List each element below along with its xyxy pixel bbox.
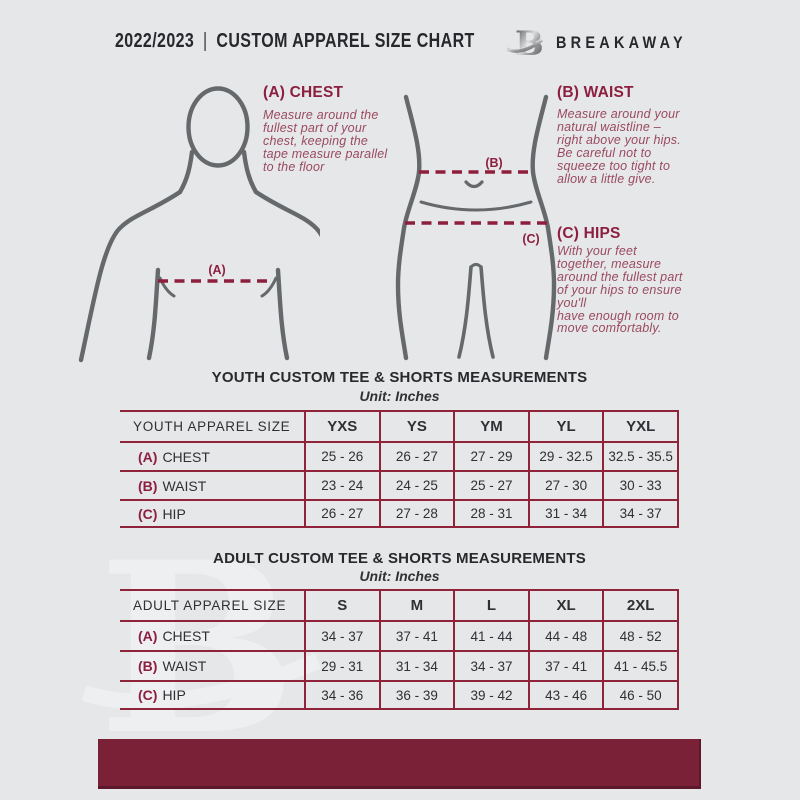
- size-value-cell: 37 - 41: [529, 650, 605, 680]
- season-label: 2022/2023: [115, 30, 195, 52]
- measurement-row-label: (C) HIP: [120, 499, 306, 528]
- size-value-cell: 28 - 31: [455, 499, 530, 528]
- size-value-cell: 41 - 45.5: [604, 650, 679, 680]
- size-value-cell: 48 - 52: [604, 620, 679, 650]
- size-value-cell: 34 - 37: [306, 620, 381, 650]
- figure-shoulder-left: [78, 189, 183, 363]
- size-value-cell: 29 - 31: [306, 650, 381, 680]
- size-value-cell: 29 - 32.5: [529, 441, 605, 470]
- chest-marker-label: (A): [208, 263, 225, 277]
- size-value-cell: 39 - 42: [455, 680, 530, 710]
- adult-size-table: ADULT APPAREL SIZE S M L XL 2XL (A) CHEST 34 - 3…: [120, 589, 679, 710]
- youth-size-table: YOUTH APPAREL SIZE YXS YS YM YL YXL (A) CHEST 25…: [120, 410, 679, 528]
- apparel-size-header: YOUTH APPAREL SIZE: [120, 410, 306, 441]
- size-column-header: YXL: [604, 410, 679, 441]
- size-column-header: YXS: [306, 410, 381, 441]
- brand-name: BREAKAWAY: [556, 33, 687, 52]
- size-value-cell: 25 - 27: [455, 470, 530, 499]
- size-column-header: M: [380, 589, 456, 620]
- measurement-row-label: (C) HIP: [120, 680, 306, 710]
- measurement-marker: (A): [138, 628, 158, 644]
- size-column-header: S: [306, 589, 381, 620]
- breakaway-watermark-icon: B: [82, 533, 322, 748]
- title-separator: |: [203, 30, 208, 52]
- size-value-cell: 30 - 33: [604, 470, 679, 499]
- measurement-row-label: (B) WAIST: [120, 470, 306, 499]
- hips-section-heading: (C) HIPS: [557, 225, 621, 242]
- size-value-cell: 26 - 27: [306, 499, 381, 528]
- size-value-cell: 32.5 - 35.5: [604, 441, 679, 470]
- size-column-header: YM: [455, 410, 530, 441]
- apparel-size-header: ADULT APPAREL SIZE: [120, 589, 306, 620]
- size-column-header: YL: [529, 410, 605, 441]
- figure-armpit-right: [260, 276, 278, 298]
- figure-side-right: [275, 267, 290, 361]
- measurement-row-label: (A) CHEST: [120, 441, 306, 470]
- youth-table-unit: Unit: Inches: [359, 388, 440, 404]
- size-value-cell: 27 - 30: [529, 470, 605, 499]
- size-value-cell: 36 - 39: [380, 680, 456, 710]
- size-value-cell: 27 - 29: [455, 441, 530, 470]
- size-value-cell: 34 - 36: [306, 680, 381, 710]
- size-value-cell: 37 - 41: [380, 620, 456, 650]
- hips-instructions: With your feet together, measure around …: [557, 244, 683, 336]
- chest-section-heading: (A) CHEST: [263, 84, 344, 101]
- waist-hips-figure: (B) (C): [395, 94, 557, 361]
- figure-neck-left: [177, 149, 195, 195]
- size-value-cell: 43 - 46: [529, 680, 605, 710]
- size-value-cell: 27 - 28: [380, 499, 456, 528]
- size-value-cell: 23 - 24: [306, 470, 381, 499]
- measurement-row-label: (B) WAIST: [120, 650, 306, 680]
- size-value-cell: 31 - 34: [380, 650, 456, 680]
- chest-figure: (A): [78, 86, 320, 363]
- size-column-header: L: [455, 589, 530, 620]
- figure-head: [186, 86, 250, 168]
- waist-instructions: Measure around your natural waistline – …: [557, 107, 681, 186]
- measurement-marker: (B): [138, 477, 158, 494]
- logo-swoosh: [506, 38, 544, 53]
- figure-leg-left: [457, 265, 473, 359]
- size-value-cell: 24 - 25: [380, 470, 456, 499]
- size-value-cell: 44 - 48: [529, 620, 605, 650]
- figure-side-left: [146, 267, 161, 361]
- figure-shoulder-right: [253, 189, 320, 238]
- figure-torso-left: [395, 94, 422, 361]
- figure-torso-right: [530, 94, 557, 361]
- hips-marker-label: (C): [522, 232, 539, 246]
- waist-section-heading: (B) WAIST: [557, 84, 634, 101]
- footer-bar: [98, 739, 701, 789]
- measurement-marker: (C): [138, 505, 158, 522]
- watermark-swoosh: [82, 653, 322, 710]
- size-value-cell: 34 - 37: [455, 650, 530, 680]
- page-title: 2022/2023 | CUSTOM APPAREL SIZE CHART: [115, 30, 475, 53]
- size-column-header: 2XL: [604, 589, 679, 620]
- figure-hip-crease: [419, 200, 533, 212]
- size-column-header: XL: [529, 589, 605, 620]
- youth-table-title: YOUTH CUSTOM TEE & SHORTS MEASUREMENTS: [211, 369, 588, 386]
- size-value-cell: 41 - 44: [455, 620, 530, 650]
- size-value-cell: 31 - 34: [529, 499, 605, 528]
- size-value-cell: 34 - 37: [604, 499, 679, 528]
- size-value-cell: 26 - 27: [380, 441, 456, 470]
- size-value-cell: 46 - 50: [604, 680, 679, 710]
- adult-table-unit: Unit: Inches: [359, 568, 440, 584]
- adult-table-title: ADULT CUSTOM TEE & SHORTS MEASUREMENTS: [213, 550, 586, 567]
- breakaway-logo-icon: B: [506, 25, 544, 61]
- watermark-letter: B: [98, 533, 297, 748]
- measurement-marker: (B): [138, 658, 158, 674]
- measurement-marker: (A): [138, 448, 158, 465]
- measurement-row-label: (A) CHEST: [120, 620, 306, 650]
- measurement-marker: (C): [138, 687, 158, 703]
- waist-marker-label: (B): [485, 156, 502, 170]
- size-value-cell: 25 - 26: [306, 441, 381, 470]
- figure-neck-right: [241, 149, 259, 195]
- chest-instructions: Measure around the fullest part of your …: [263, 108, 388, 174]
- size-column-header: YS: [380, 410, 456, 441]
- figure-navel: [464, 180, 484, 189]
- chart-title: CUSTOM APPAREL SIZE CHART: [216, 30, 475, 52]
- figure-leg-right: [479, 265, 495, 359]
